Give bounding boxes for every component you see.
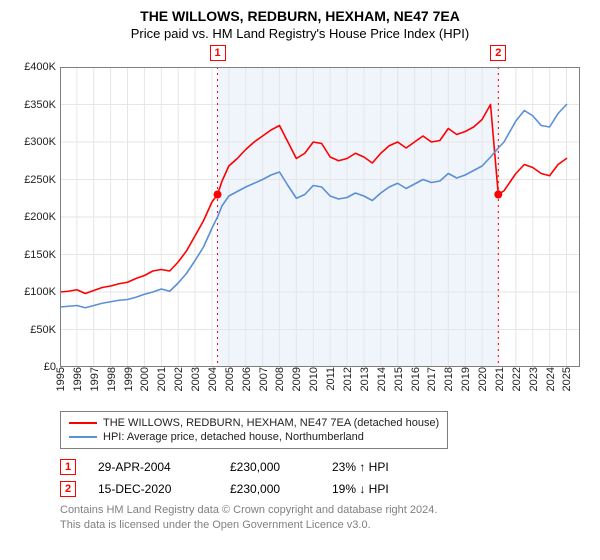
y-axis-tick-label: £200K <box>24 211 60 223</box>
x-axis-tick-label: 1996 <box>70 367 84 391</box>
x-axis-tick-label: 1995 <box>53 367 67 391</box>
x-axis-tick-label: 2002 <box>171 367 185 391</box>
x-axis-tick-label: 2025 <box>559 367 573 391</box>
transaction-row: 1 29-APR-2004 £230,000 23% ↑ HPI <box>60 459 590 475</box>
x-axis-tick-label: 2020 <box>475 367 489 391</box>
transaction-delta-vs-hpi: 23% ↑ HPI <box>332 460 389 474</box>
event-marker-box: 1 <box>210 45 226 61</box>
transaction-delta-vs-hpi: 19% ↓ HPI <box>332 482 389 496</box>
x-axis-tick-label: 2017 <box>424 367 438 391</box>
transactions-table: 1 29-APR-2004 £230,000 23% ↑ HPI 2 15-DEC-202… <box>60 459 590 497</box>
x-axis-tick-label: 1999 <box>121 367 135 391</box>
legend-label: THE WILLOWS, REDBURN, HEXHAM, NE47 7EA (… <box>103 417 439 429</box>
x-axis-tick-label: 2019 <box>458 367 472 391</box>
transaction-date: 29-APR-2004 <box>98 460 208 474</box>
y-axis-tick-label: £300K <box>24 136 60 148</box>
transaction-price: £230,000 <box>230 460 310 474</box>
x-axis-tick-label: 2011 <box>323 367 337 391</box>
transaction-date: 15-DEC-2020 <box>98 482 208 496</box>
legend-swatch <box>69 422 97 424</box>
transaction-price: £230,000 <box>230 482 310 496</box>
x-axis-tick-label: 2006 <box>239 367 253 391</box>
x-axis-tick-label: 2010 <box>306 367 320 391</box>
y-axis-tick-label: £50K <box>30 324 60 336</box>
chart-title: THE WILLOWS, REDBURN, HEXHAM, NE47 7EA <box>10 8 590 24</box>
x-axis-tick-label: 2016 <box>408 367 422 391</box>
legend-label: HPI: Average price, detached house, Nort… <box>103 431 364 443</box>
legend-item: HPI: Average price, detached house, Nort… <box>69 430 439 444</box>
footer-line-2: This data is licensed under the Open Gov… <box>60 518 590 533</box>
legend-swatch <box>69 436 97 438</box>
footer-line-1: Contains HM Land Registry data © Crown c… <box>60 503 590 518</box>
y-axis-tick-label: £100K <box>24 286 60 298</box>
x-axis-tick-label: 2022 <box>509 367 523 391</box>
x-axis-tick-label: 2013 <box>357 367 371 391</box>
x-axis-tick-label: 2004 <box>205 367 219 391</box>
y-axis-tick-label: £250K <box>24 174 60 186</box>
y-axis-tick-label: £150K <box>24 249 60 261</box>
x-axis-tick-label: 2015 <box>391 367 405 391</box>
chart-subtitle: Price paid vs. HM Land Registry's House … <box>10 26 590 41</box>
legend-box: THE WILLOWS, REDBURN, HEXHAM, NE47 7EA (… <box>60 411 448 449</box>
x-axis-tick-label: 2003 <box>188 367 202 391</box>
x-axis-tick-label: 2009 <box>289 367 303 391</box>
x-axis-tick-label: 2005 <box>222 367 236 391</box>
event-marker-box: 2 <box>490 45 506 61</box>
line-chart-svg <box>60 67 580 367</box>
transaction-row: 2 15-DEC-2020 £230,000 19% ↓ HPI <box>60 481 590 497</box>
x-axis-tick-label: 2024 <box>543 367 557 391</box>
legend-item: THE WILLOWS, REDBURN, HEXHAM, NE47 7EA (… <box>69 416 439 430</box>
x-axis-tick-label: 2014 <box>374 367 388 391</box>
x-axis-tick-label: 2012 <box>340 367 354 391</box>
x-axis-tick-label: 2023 <box>526 367 540 391</box>
y-axis-tick-label: £400K <box>24 61 60 73</box>
x-axis-tick-label: 2008 <box>272 367 286 391</box>
x-axis-tick-label: 1997 <box>87 367 101 391</box>
x-axis-tick-label: 2001 <box>154 367 168 391</box>
x-axis-tick-label: 2021 <box>492 367 506 391</box>
y-axis-tick-label: £350K <box>24 99 60 111</box>
transaction-marker-number: 2 <box>60 481 76 497</box>
x-axis-tick-label: 1998 <box>104 367 118 391</box>
x-axis-tick-label: 2000 <box>137 367 151 391</box>
footer-licence: Contains HM Land Registry data © Crown c… <box>60 503 590 533</box>
transaction-marker-number: 1 <box>60 459 76 475</box>
chart-area: £0£50K£100K£150K£200K£250K£300K£350K£400… <box>60 67 580 367</box>
x-axis-tick-label: 2018 <box>441 367 455 391</box>
x-axis-tick-label: 2007 <box>256 367 270 391</box>
